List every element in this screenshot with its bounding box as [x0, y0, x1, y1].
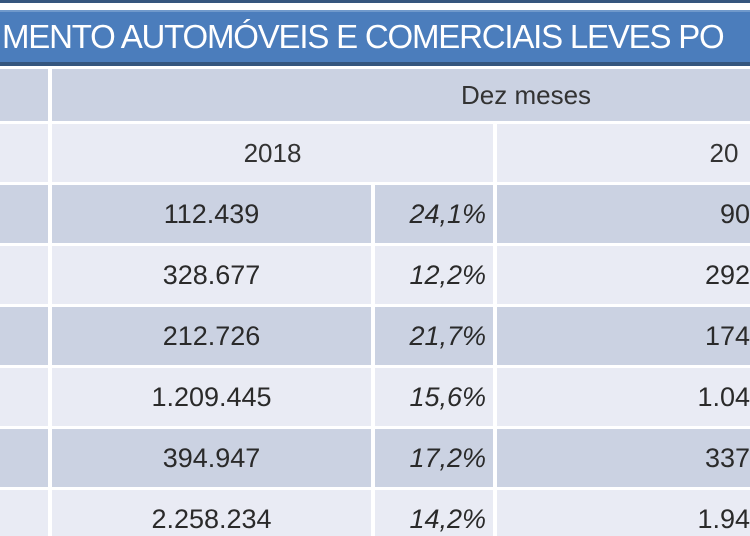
year-left-cell: 2018	[52, 124, 493, 182]
right-value-cell-cropped: 1.04	[497, 368, 750, 426]
right-value-cell-cropped: 292	[497, 246, 750, 304]
table-row: 112.439 24,1% 90	[0, 185, 750, 243]
value-2018-cell: 212.726	[52, 307, 371, 365]
licensing-table: Dez meses 2018 20 112.439 24,1% 90 328.6…	[0, 66, 750, 536]
row-label-cell-cropped	[0, 69, 48, 121]
right-value-cell-cropped: 174	[497, 307, 750, 365]
percent-cell: 24,1%	[375, 185, 493, 243]
row-label-cell-cropped	[0, 368, 48, 426]
row-label-cell-cropped	[0, 429, 48, 487]
table-row: 1.209.445 15,6% 1.04	[0, 368, 750, 426]
slide-title-bar: MENTO AUTOMÓVEIS E COMERCIAIS LEVES PO	[0, 10, 750, 66]
table-row: 212.726 21,7% 174	[0, 307, 750, 365]
group-header-row: Dez meses	[0, 69, 750, 121]
table-row: 394.947 17,2% 337	[0, 429, 750, 487]
percent-cell: 12,2%	[375, 246, 493, 304]
row-label-cell-cropped	[0, 185, 48, 243]
row-label-cell-cropped	[0, 246, 48, 304]
value-2018-cell: 112.439	[52, 185, 371, 243]
slide-title: MENTO AUTOMÓVEIS E COMERCIAIS LEVES PO	[2, 18, 725, 55]
table-row: 2.258.234 14,2% 1.94	[0, 490, 750, 536]
year-right-cell: 20	[497, 124, 750, 182]
value-2018-cell: 2.258.234	[52, 490, 371, 536]
top-border-line	[0, 0, 750, 3]
value-2018-cell: 328.677	[52, 246, 371, 304]
percent-cell: 21,7%	[375, 307, 493, 365]
table-row: 328.677 12,2% 292	[0, 246, 750, 304]
value-2018-cell: 1.209.445	[52, 368, 371, 426]
right-value-cell-cropped: 1.94	[497, 490, 750, 536]
row-label-cell-cropped	[0, 490, 48, 536]
percent-cell: 17,2%	[375, 429, 493, 487]
group-header-cell: Dez meses	[52, 69, 750, 121]
right-value-cell-cropped: 337	[497, 429, 750, 487]
percent-cell: 15,6%	[375, 368, 493, 426]
right-value-cell-cropped: 90	[497, 185, 750, 243]
value-2018-cell: 394.947	[52, 429, 371, 487]
row-label-cell-cropped	[0, 124, 48, 182]
row-label-cell-cropped	[0, 307, 48, 365]
year-header-row: 2018 20	[0, 124, 750, 182]
percent-cell: 14,2%	[375, 490, 493, 536]
